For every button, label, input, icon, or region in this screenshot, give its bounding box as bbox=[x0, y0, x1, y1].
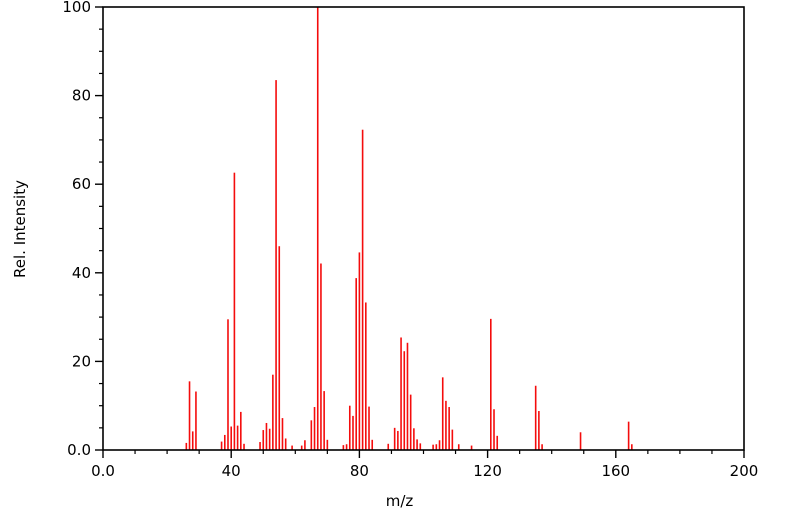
axis-ticks-layer bbox=[95, 6, 745, 458]
spectrum-peak bbox=[457, 444, 460, 450]
spectrum-peak bbox=[365, 302, 367, 450]
spectrum-peak bbox=[313, 407, 316, 450]
spectrum-peak bbox=[188, 381, 191, 450]
spectrum-peak bbox=[281, 418, 284, 450]
x-tick-label: 40 bbox=[222, 462, 241, 480]
spectrum-peak bbox=[403, 351, 406, 450]
spectrum-peak bbox=[355, 278, 357, 450]
y-tick-label: 20 bbox=[72, 352, 91, 370]
spectrum-peak bbox=[451, 429, 454, 450]
spectrum-peak bbox=[393, 427, 396, 450]
spectrum-peak bbox=[371, 439, 374, 450]
spectrum-peak bbox=[538, 411, 540, 450]
spectrum-peak bbox=[233, 172, 236, 450]
spectrum-peak bbox=[631, 444, 633, 450]
spectrum-peak bbox=[413, 428, 415, 450]
spectrum-peak bbox=[323, 391, 325, 450]
spectrum-peak bbox=[304, 440, 306, 450]
spectrum-peak bbox=[441, 377, 444, 450]
spectrum-peak bbox=[361, 129, 364, 450]
spectrum-peak bbox=[220, 441, 223, 450]
x-tick-label: 80 bbox=[350, 462, 369, 480]
spectrum-peak bbox=[223, 434, 226, 450]
spectrum-peak bbox=[387, 443, 390, 450]
spectrum-peak bbox=[227, 319, 229, 450]
spectrum-peak bbox=[409, 394, 412, 451]
spectrum-peak bbox=[185, 442, 188, 450]
spectrum-peak bbox=[348, 405, 351, 450]
spectrum-peak bbox=[326, 439, 329, 450]
spectrum-peak bbox=[541, 444, 543, 450]
spectrum-peak bbox=[534, 385, 537, 450]
spectrum-peak bbox=[496, 435, 499, 450]
spectrum-peak bbox=[352, 415, 354, 450]
spectrum-peak bbox=[272, 374, 274, 450]
plot-frame bbox=[102, 6, 745, 451]
spectrum-peak bbox=[316, 7, 319, 450]
y-tick-label: 80 bbox=[72, 87, 91, 105]
spectrum-peak bbox=[358, 252, 361, 450]
spectrum-peak bbox=[230, 426, 232, 450]
spectrum-peak bbox=[342, 445, 345, 450]
spectrum-peak bbox=[406, 342, 409, 450]
axis-tick-labels-layer: 0.0 40 80 120 160 200 0.0 20 40 60 80 100 bbox=[62, 0, 758, 480]
spectrum-peak bbox=[438, 440, 441, 450]
spectrum-peak bbox=[627, 421, 630, 450]
x-tick-label: 200 bbox=[730, 462, 759, 480]
spectrum-peak bbox=[432, 444, 434, 450]
spectrum-peak bbox=[493, 409, 495, 450]
spectrum-peak bbox=[445, 400, 447, 450]
spectrum-peak bbox=[416, 439, 418, 450]
y-axis-title: Rel. Intensity bbox=[11, 179, 29, 278]
spectrum-peak bbox=[278, 246, 281, 450]
spectrum-peak bbox=[448, 407, 450, 450]
y-tick-label: 100 bbox=[62, 0, 91, 16]
spectrum-peak bbox=[345, 444, 348, 450]
spectrum-peak bbox=[300, 445, 303, 450]
spectrum-peak bbox=[400, 337, 402, 450]
y-tick-label: 40 bbox=[72, 264, 91, 282]
spectrum-peak bbox=[320, 263, 322, 450]
x-tick-label: 120 bbox=[473, 462, 502, 480]
y-axis-title-wrap: Rel. Intensity bbox=[10, 0, 30, 457]
spectrum-peak bbox=[275, 80, 277, 450]
spectrum-peak bbox=[368, 406, 370, 450]
spectrum-peak bbox=[490, 318, 492, 450]
y-tick-label: 0.0 bbox=[67, 441, 91, 459]
spectrum-peaks-layer bbox=[185, 7, 633, 451]
spectrum-peak bbox=[236, 425, 239, 450]
spectrum-peak bbox=[259, 442, 261, 450]
y-tick-label: 60 bbox=[72, 175, 91, 193]
spectrum-peak bbox=[291, 445, 293, 450]
spectrum-peak bbox=[310, 420, 313, 450]
x-tick-label: 160 bbox=[601, 462, 630, 480]
spectrum-peak bbox=[243, 443, 245, 450]
x-tick-label: 0.0 bbox=[91, 462, 115, 480]
spectrum-peak bbox=[240, 411, 242, 450]
spectrum-peak bbox=[268, 428, 271, 450]
spectrum-peak bbox=[195, 391, 197, 450]
spectrum-peak bbox=[397, 430, 399, 450]
spectrum-peak bbox=[435, 444, 438, 450]
spectrum-peak bbox=[470, 445, 473, 450]
spectrum-peak bbox=[191, 431, 194, 450]
spectrum-peak bbox=[262, 430, 265, 450]
spectrum-peak bbox=[284, 438, 287, 450]
spectrum-peak bbox=[579, 432, 582, 450]
x-axis-title: m/z bbox=[385, 492, 414, 510]
spectrum-peak bbox=[419, 443, 422, 450]
spectrum-peak bbox=[265, 422, 268, 450]
